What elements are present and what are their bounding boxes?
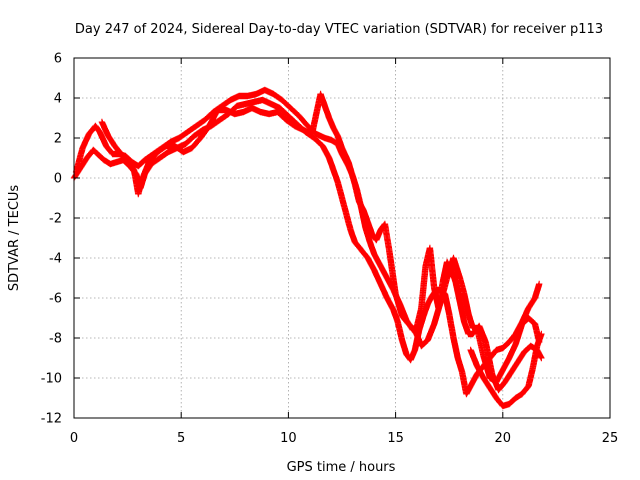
x-tick-label: 0 <box>70 431 78 446</box>
x-tick-label: 20 <box>495 431 512 446</box>
series-4 <box>467 330 545 410</box>
series-4-markers <box>467 330 545 410</box>
x-tick-label: 25 <box>602 431 619 446</box>
x-tick-label: 5 <box>177 431 185 446</box>
series-3-markers <box>98 90 543 386</box>
series-3 <box>98 90 543 386</box>
y-tick-label: -12 <box>41 412 62 427</box>
x-axis: 0 5 10 15 20 25 <box>70 58 618 446</box>
x-axis-label: GPS time / hours <box>287 460 396 475</box>
y-axis-label: SDTVAR / TECUs <box>7 185 22 292</box>
grid-lines <box>74 58 610 418</box>
plot-area <box>73 57 611 419</box>
y-tick-label: 6 <box>54 52 62 67</box>
x-tick-label: 10 <box>280 431 297 446</box>
data-points <box>70 86 545 410</box>
y-axis: -12 -10 -8 -6 -4 -2 0 2 4 6 <box>41 52 610 427</box>
y-tick-label: 4 <box>54 92 62 107</box>
y-tick-label: -6 <box>49 292 62 307</box>
y-tick-label: -8 <box>49 332 62 347</box>
chart-title: Day 247 of 2024, Sidereal Day-to-day VTE… <box>75 22 603 37</box>
y-tick-label: -2 <box>49 212 62 227</box>
x-tick-label: 15 <box>387 431 404 446</box>
y-tick-label: 2 <box>54 132 62 147</box>
y-tick-label: -10 <box>41 372 62 387</box>
y-tick-label: 0 <box>54 172 62 187</box>
y-tick-label: -4 <box>49 252 62 267</box>
